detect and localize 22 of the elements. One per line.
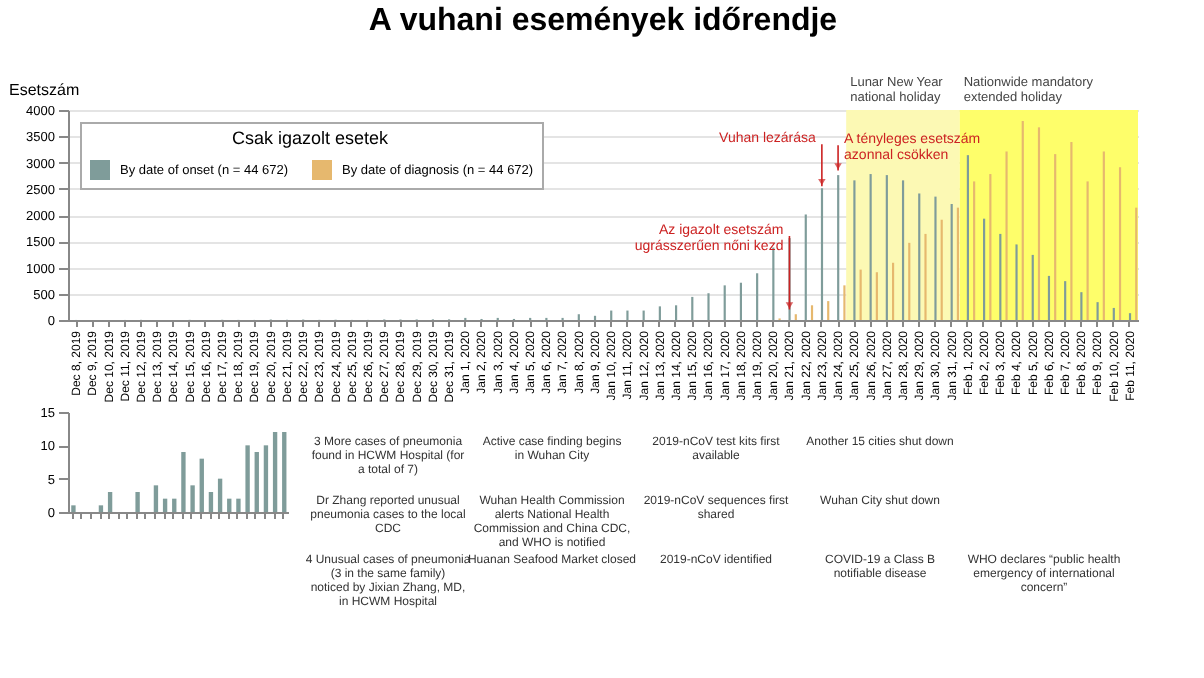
bar: [153, 485, 159, 512]
bar: [272, 432, 278, 512]
bar: [227, 498, 232, 512]
bar: [135, 492, 140, 512]
bar: [208, 492, 214, 512]
bar: [107, 492, 113, 512]
bar: [71, 505, 76, 512]
bar: [181, 452, 186, 512]
bar: [98, 505, 104, 512]
bar: [162, 498, 168, 512]
y-axis-title: Esetszám: [9, 81, 80, 99]
bar: [282, 432, 287, 512]
legend-title: Csak igazolt esetek: [231, 128, 390, 148]
bar: [236, 498, 241, 512]
bar: [245, 445, 250, 512]
chart-title: A vuhani események időrendje: [368, 4, 838, 38]
bar: [263, 445, 269, 512]
bar: [217, 478, 223, 512]
bar: [172, 498, 177, 512]
bar: [199, 458, 204, 512]
bar: [254, 452, 259, 512]
bar: [190, 485, 195, 512]
